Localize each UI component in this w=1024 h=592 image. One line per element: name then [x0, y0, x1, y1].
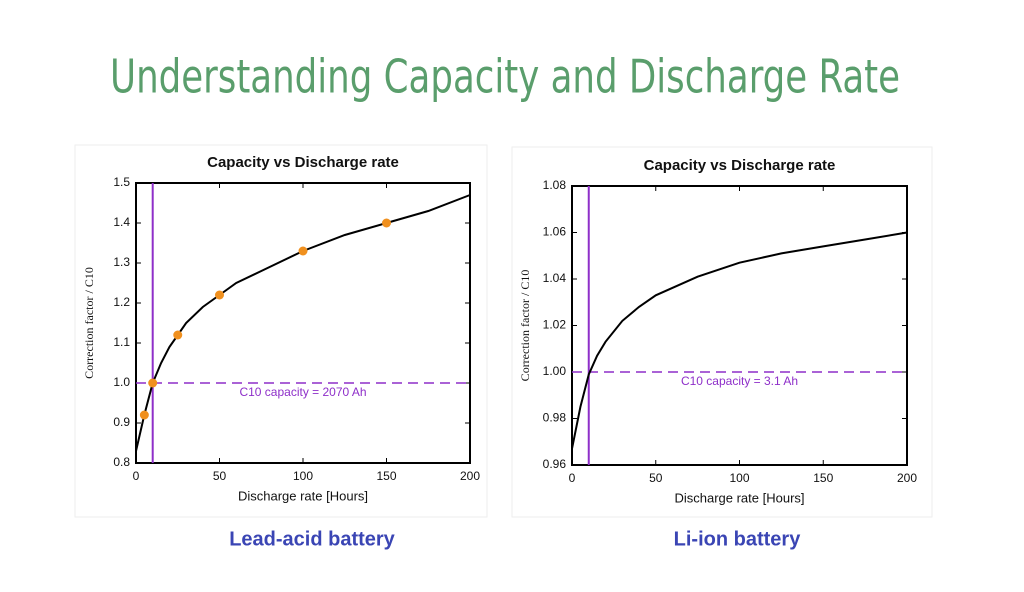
- y-tick-label: 1.06: [543, 225, 567, 239]
- curve: [571, 231, 908, 449]
- data-point: [298, 246, 308, 256]
- y-tick-label: 1.02: [543, 318, 567, 332]
- x-tick-label: 200: [897, 471, 917, 485]
- caption: Lead-acid battery: [229, 528, 395, 550]
- y-axis-label: Correction factor / C10: [518, 270, 532, 382]
- caption: Li-ion battery: [674, 528, 802, 550]
- y-axis-label: Correction factor / C10: [82, 267, 96, 379]
- y-tick-label: 1.0: [113, 375, 130, 389]
- data-point: [215, 290, 224, 300]
- annotation: C10 capacity = 3.1 Ah: [681, 374, 798, 388]
- plot-area: [571, 185, 908, 466]
- y-tick-label: 1.1: [113, 335, 130, 349]
- y-tick-label: 1.08: [543, 178, 567, 192]
- x-axis-label: Discharge rate [Hours]: [674, 490, 804, 505]
- x-tick-label: 50: [213, 469, 227, 483]
- data-point: [173, 330, 183, 340]
- y-tick-label: 1.2: [113, 295, 130, 309]
- y-tick-label: 0.98: [543, 411, 567, 425]
- y-tick-label: 0.9: [113, 415, 130, 429]
- x-tick-label: 50: [649, 471, 663, 485]
- curve: [135, 194, 471, 452]
- x-tick-label: 150: [376, 469, 396, 483]
- page-title: Understanding Capacity and Discharge Rat…: [110, 50, 900, 104]
- chart-title: Capacity vs Discharge rate: [644, 157, 836, 174]
- data-point: [139, 410, 149, 420]
- x-tick-label: 150: [813, 471, 833, 485]
- x-tick-label: 100: [293, 469, 313, 483]
- x-tick-label: 0: [569, 471, 576, 485]
- y-tick-label: 1.3: [113, 255, 130, 269]
- annotation: C10 capacity = 2070 Ah: [239, 385, 366, 399]
- y-tick-label: 1.5: [113, 175, 130, 189]
- data-point: [382, 218, 391, 228]
- y-tick-label: 1.00: [543, 364, 567, 378]
- y-tick-label: 0.96: [543, 457, 567, 471]
- y-tick-label: 0.8: [113, 455, 130, 469]
- x-tick-label: 200: [460, 469, 480, 483]
- y-tick-label: 1.4: [113, 215, 130, 229]
- y-tick-label: 1.04: [543, 271, 567, 285]
- x-axis-label: Discharge rate [Hours]: [238, 488, 368, 503]
- x-tick-label: 0: [133, 469, 140, 483]
- data-point: [148, 378, 158, 388]
- x-tick-label: 100: [729, 471, 749, 485]
- chart-title: Capacity vs Discharge rate: [207, 154, 399, 171]
